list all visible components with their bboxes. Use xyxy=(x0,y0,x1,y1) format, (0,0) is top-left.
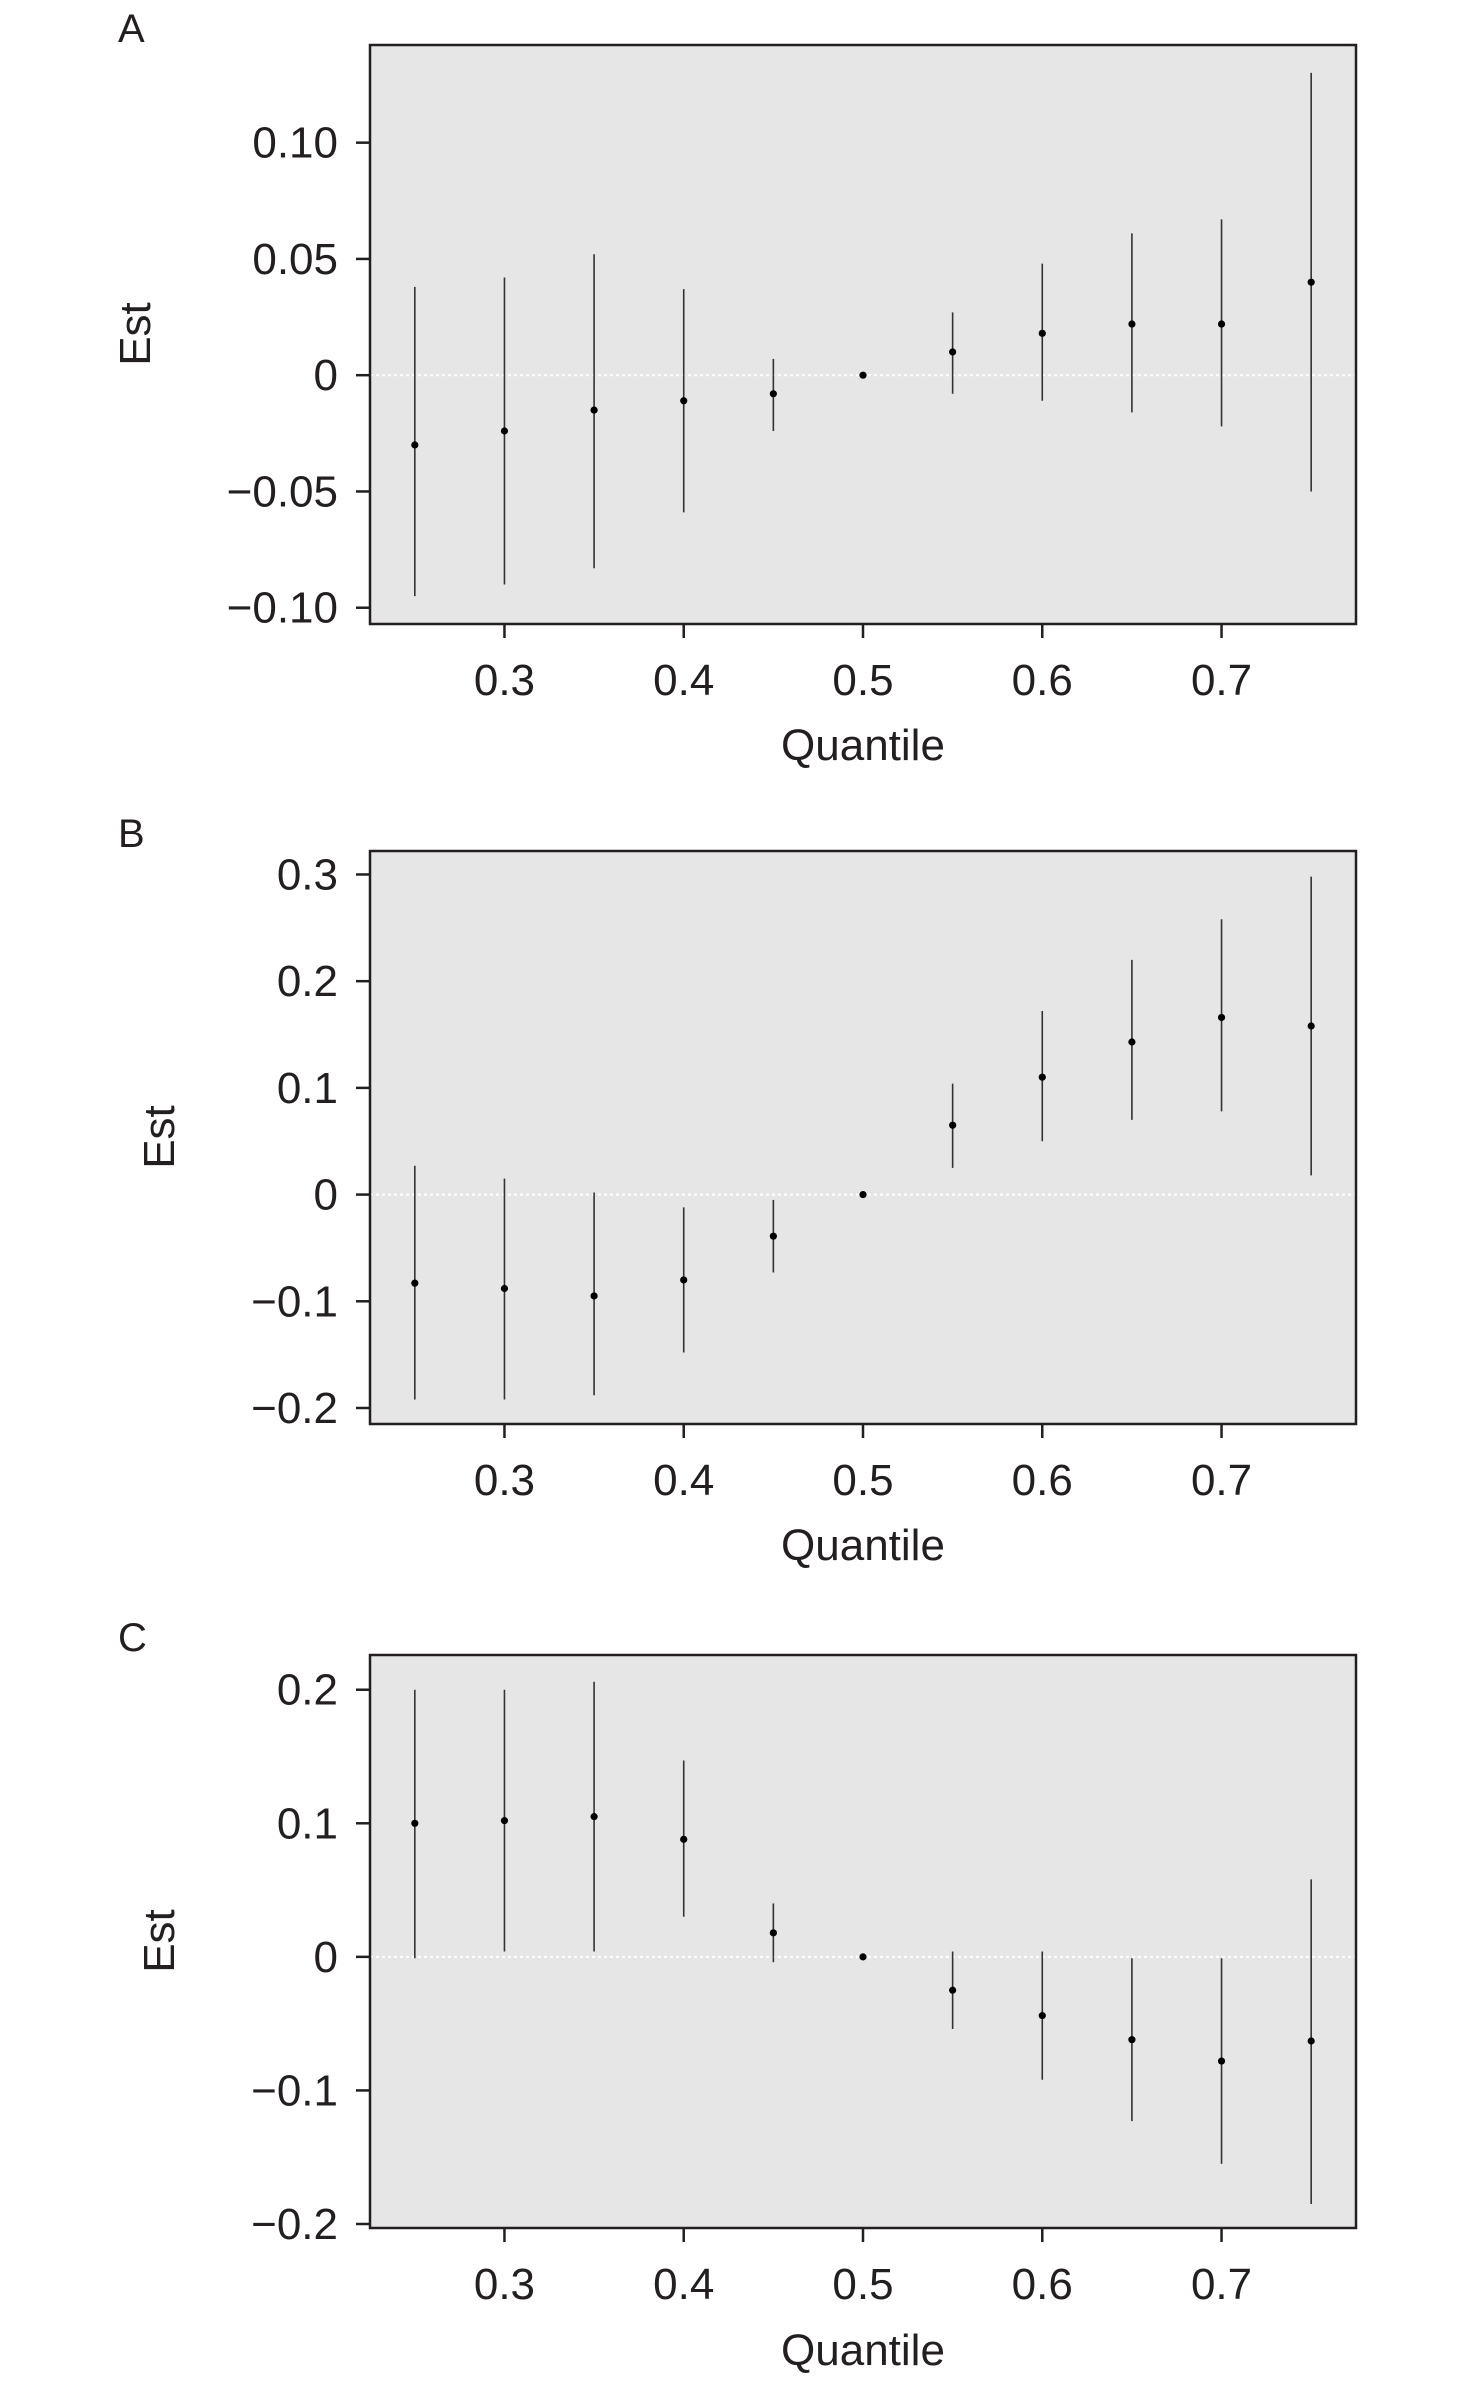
x-tick-label: 0.5 xyxy=(832,2260,893,2309)
y-tick-label: 0.1 xyxy=(277,1064,338,1113)
x-axis-title: Quantile xyxy=(781,2326,945,2375)
point-estimate xyxy=(949,348,957,356)
point-estimate xyxy=(1307,278,1315,286)
y-tick-label: 0 xyxy=(314,1171,338,1220)
point-estimate xyxy=(1217,2057,1226,2065)
x-tick-label: 0.5 xyxy=(832,1456,893,1505)
y-axis-title: Est xyxy=(135,1105,184,1169)
point-estimate xyxy=(1128,320,1136,328)
x-axis-title: Quantile xyxy=(781,1521,945,1570)
y-tick-label: −0.10 xyxy=(227,584,338,633)
x-tick-label: 0.3 xyxy=(474,2260,535,2309)
panel-a: −0.10 −0.05 0 0.05 0.10 0.3 0.4 0.5 0.6 0.7 Quanti… xyxy=(111,7,1358,770)
x-tick-label: 0.6 xyxy=(1012,656,1073,705)
x-tick-label: 0.6 xyxy=(1012,2260,1073,2309)
point-estimate xyxy=(859,371,867,379)
y-tick-label: −0.2 xyxy=(251,2200,338,2249)
point-estimate xyxy=(949,1986,957,1994)
point-estimate xyxy=(1128,2036,1136,2044)
y-axis-title: Est xyxy=(111,302,160,366)
point-estimate xyxy=(1217,1013,1226,1022)
point-estimate xyxy=(769,1232,777,1240)
y-tick-label: −0.1 xyxy=(251,2066,338,2115)
y-tick-label: 0 xyxy=(314,1933,338,1982)
point-estimate xyxy=(769,1929,777,1937)
x-tick-label: 0.4 xyxy=(653,1456,714,1505)
y-tick-label: 0.05 xyxy=(252,235,338,284)
point-estimate xyxy=(1038,329,1046,337)
panel-label: C xyxy=(118,1616,147,1660)
y-tick-label: −0.1 xyxy=(251,1277,338,1326)
x-tick-label: 0.3 xyxy=(474,1456,535,1505)
point-estimate xyxy=(411,1819,419,1827)
y-tick-label: 0.10 xyxy=(252,119,338,168)
point-estimate xyxy=(859,1953,867,1961)
point-estimate xyxy=(680,397,688,405)
point-estimate xyxy=(411,441,419,449)
panel-label: B xyxy=(118,812,145,856)
point-estimate xyxy=(859,1190,867,1199)
y-tick-label: 0.2 xyxy=(277,957,338,1006)
x-tick-label: 0.7 xyxy=(1191,1456,1252,1505)
point-estimate xyxy=(1038,2012,1046,2020)
x-tick-label: 0.3 xyxy=(474,656,535,705)
x-tick-label: 0.6 xyxy=(1012,1456,1073,1505)
point-estimate xyxy=(1217,320,1226,328)
point-estimate xyxy=(500,1817,509,1825)
x-tick-label: 0.5 xyxy=(832,656,893,705)
point-estimate xyxy=(590,1813,598,1821)
point-estimate xyxy=(1307,1022,1315,1030)
panel-b: −0.2 −0.1 0 0.1 0.2 0.3 0.3 0.4 0.5 0.6 0.7 Quantil… xyxy=(118,812,1358,1570)
y-tick-label: −0.05 xyxy=(227,467,338,516)
point-estimate xyxy=(680,1835,688,1843)
y-axis-title: Est xyxy=(135,1909,184,1973)
x-tick-label: 0.7 xyxy=(1191,656,1252,705)
point-estimate xyxy=(1038,1073,1046,1081)
y-tick-label: 0 xyxy=(314,351,338,400)
x-tick-label: 0.7 xyxy=(1191,2260,1252,2309)
plot-area xyxy=(370,45,1356,624)
x-axis-title: Quantile xyxy=(781,721,945,770)
y-tick-label: 0.3 xyxy=(277,850,338,899)
y-tick-label: 0.1 xyxy=(277,1799,338,1848)
y-tick-label: −0.2 xyxy=(251,1384,338,1433)
y-tick-label: 0.2 xyxy=(277,1666,338,1715)
panel-c: −0.2 −0.1 0 0.1 0.2 0.3 0.4 0.5 0.6 0.7 Quantile Es… xyxy=(118,1616,1358,2375)
x-tick-label: 0.4 xyxy=(653,656,714,705)
point-estimate xyxy=(500,1284,509,1293)
point-estimate xyxy=(500,427,509,435)
point-estimate xyxy=(949,1121,957,1129)
point-estimate xyxy=(769,390,777,398)
point-estimate xyxy=(1128,1038,1136,1046)
panel-label: A xyxy=(118,7,145,51)
point-estimate xyxy=(411,1279,419,1287)
point-estimate xyxy=(680,1276,688,1284)
point-estimate xyxy=(590,1292,598,1300)
plot-area xyxy=(370,851,1356,1424)
plot-area xyxy=(370,1655,1356,2228)
point-estimate xyxy=(590,406,598,414)
point-estimate xyxy=(1307,2037,1315,2045)
x-tick-label: 0.4 xyxy=(653,2260,714,2309)
